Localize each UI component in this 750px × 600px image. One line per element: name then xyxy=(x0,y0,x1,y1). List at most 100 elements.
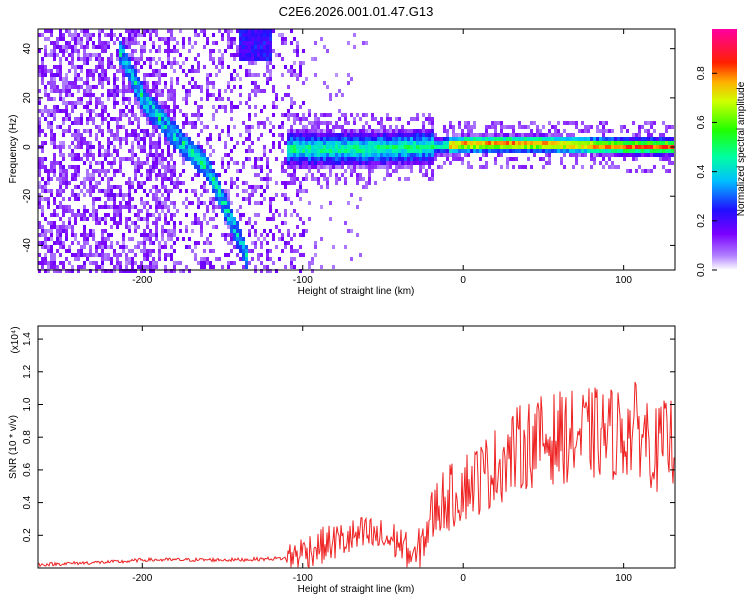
heatmap-cell xyxy=(308,113,311,117)
heatmap-cell xyxy=(254,37,257,41)
heatmap-cell xyxy=(80,77,83,81)
heatmap-cell xyxy=(158,145,161,149)
heatmap-cell xyxy=(56,45,59,49)
heatmap-cell xyxy=(386,169,389,173)
heatmap-cell xyxy=(209,153,212,157)
heatmap-cell xyxy=(620,137,623,141)
heatmap-cell xyxy=(260,121,263,125)
heatmap-cell xyxy=(227,129,230,133)
heatmap-cell xyxy=(107,197,110,201)
heatmap-cell xyxy=(590,157,593,161)
heatmap-cell xyxy=(557,121,560,125)
heatmap-cell xyxy=(224,201,227,205)
heatmap-cell xyxy=(566,121,569,125)
heatmap-cell xyxy=(44,105,47,109)
heatmap-cell xyxy=(116,185,119,189)
heatmap-cell xyxy=(137,69,140,73)
heatmap-cell xyxy=(263,29,266,33)
heatmap-cell xyxy=(254,157,257,161)
heatmap-cell xyxy=(260,233,263,237)
heatmap-cell xyxy=(590,153,593,157)
heatmap-cell xyxy=(77,141,80,145)
heatmap-cell xyxy=(44,49,47,53)
heatmap-cell xyxy=(167,133,170,137)
heatmap-cell xyxy=(44,157,47,161)
heatmap-cell xyxy=(44,69,47,73)
heatmap-cell xyxy=(95,133,98,137)
heatmap-cell xyxy=(314,113,317,117)
heatmap-cell xyxy=(149,33,152,37)
heatmap-cell xyxy=(134,57,137,61)
heatmap-cell xyxy=(149,241,152,245)
heatmap-cell xyxy=(446,133,449,137)
heatmap-cell xyxy=(284,221,287,225)
heatmap-cell xyxy=(668,137,671,141)
heatmap-cell xyxy=(182,137,185,141)
heatmap-cell xyxy=(308,165,311,169)
heatmap-cell xyxy=(152,249,155,253)
heatmap-cell xyxy=(248,229,251,233)
heatmap-cell xyxy=(392,149,395,153)
heatmap-cell xyxy=(428,137,431,141)
heatmap-cell xyxy=(65,209,68,213)
heatmap-cell xyxy=(65,113,68,117)
heatmap-cell xyxy=(467,165,470,169)
heatmap-cell xyxy=(89,69,92,73)
heatmap-cell xyxy=(158,113,161,117)
heatmap-cell xyxy=(632,145,635,149)
heatmap-cell xyxy=(161,129,164,133)
heatmap-cell xyxy=(575,125,578,129)
heatmap-cell xyxy=(542,125,545,129)
heatmap-cell xyxy=(44,197,47,201)
heatmap-cell xyxy=(161,109,164,113)
heatmap-cell xyxy=(254,185,257,189)
heatmap-cell xyxy=(236,229,239,233)
heatmap-cell xyxy=(371,113,374,117)
heatmap-cell xyxy=(335,177,338,181)
heatmap-cell xyxy=(86,153,89,157)
heatmap-cell xyxy=(338,157,341,161)
heatmap-cell xyxy=(104,213,107,217)
heatmap-cell xyxy=(488,145,491,149)
heatmap-cell xyxy=(158,253,161,257)
heatmap-cell xyxy=(173,169,176,173)
heatmap-cell xyxy=(239,29,242,33)
heatmap-cell xyxy=(341,153,344,157)
heatmap-cell xyxy=(104,253,107,257)
heatmap-cell xyxy=(638,165,641,169)
heatmap-cell xyxy=(179,137,182,141)
heatmap-cell xyxy=(62,261,65,265)
heatmap-cell xyxy=(380,117,383,121)
heatmap-cell xyxy=(113,101,116,105)
heatmap-cell xyxy=(287,117,290,121)
heatmap-cell xyxy=(416,161,419,165)
heatmap-cell xyxy=(185,197,188,201)
heatmap-cell xyxy=(104,221,107,225)
heatmap-cell xyxy=(116,209,119,213)
heatmap-cell xyxy=(464,137,467,141)
heatmap-cell xyxy=(254,89,257,93)
heatmap-cell xyxy=(140,113,143,117)
heatmap-cell xyxy=(290,73,293,77)
heatmap-cell xyxy=(155,149,158,153)
heatmap-cell xyxy=(71,149,74,153)
heatmap-cell xyxy=(362,129,365,133)
heatmap-cell xyxy=(38,129,41,133)
heatmap-cell xyxy=(44,93,47,97)
heatmap-cell xyxy=(602,153,605,157)
heatmap-cell xyxy=(143,269,146,273)
heatmap-cell xyxy=(305,157,308,161)
heatmap-cell xyxy=(71,229,74,233)
heatmap-cell xyxy=(173,97,176,101)
heatmap-cell xyxy=(56,265,59,269)
heatmap-cell xyxy=(563,165,566,169)
heatmap-cell xyxy=(101,73,104,77)
heatmap-cell xyxy=(173,113,176,117)
heatmap-cell xyxy=(461,137,464,141)
heatmap-cell xyxy=(149,165,152,169)
heatmap-cell xyxy=(467,145,470,149)
heatmap-cell xyxy=(53,65,56,69)
heatmap-cell xyxy=(47,197,50,201)
heatmap-cell xyxy=(209,173,212,177)
heatmap-cell xyxy=(47,53,50,57)
